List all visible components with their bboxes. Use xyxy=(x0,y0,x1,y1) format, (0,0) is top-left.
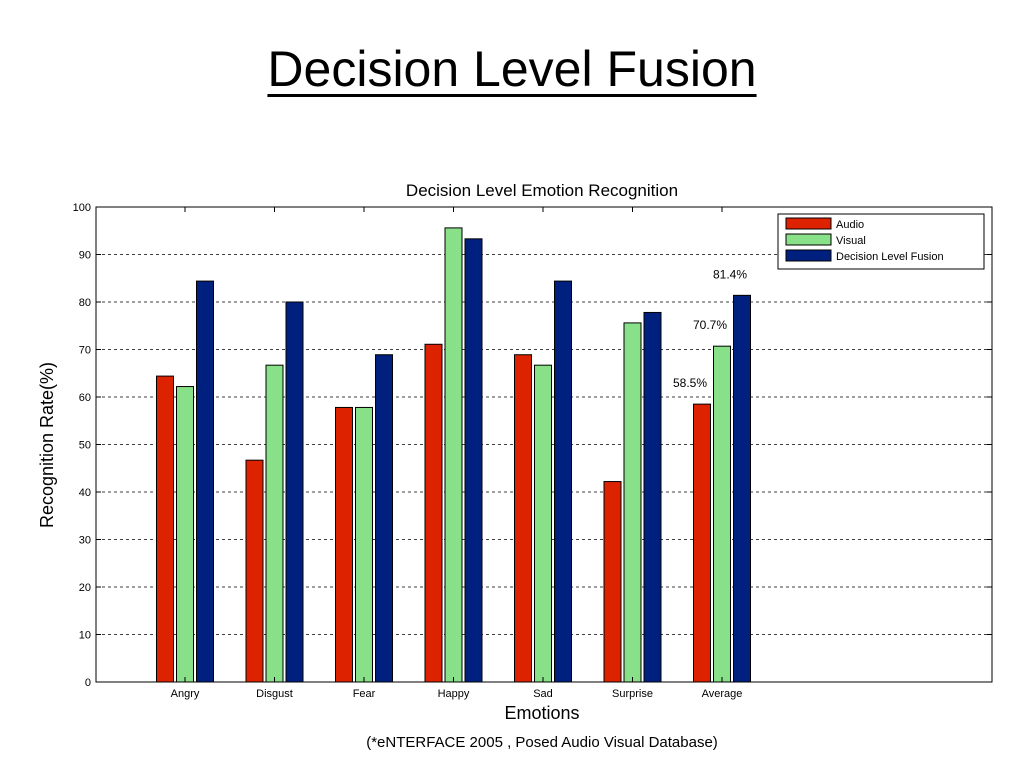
legend-swatch xyxy=(785,217,832,230)
bar-decision-level-fusion-disgust xyxy=(285,301,304,683)
bar-decision-level-fusion-happy xyxy=(464,238,483,683)
y-tick-label: 100 xyxy=(73,202,91,214)
bars xyxy=(156,227,751,683)
y-tick-label: 10 xyxy=(79,630,91,642)
y-tick-label: 80 xyxy=(79,297,91,309)
bar-visual-angry xyxy=(176,386,194,683)
legend-label: Decision Level Fusion xyxy=(836,251,944,263)
bar-visual-happy xyxy=(444,227,463,683)
data-label: 58.5% xyxy=(673,376,707,390)
bar-decision-level-fusion-angry xyxy=(196,280,214,683)
bar-decision-level-fusion-surprise xyxy=(643,311,662,683)
legend-label: Audio xyxy=(836,219,864,231)
bar-visual-sad xyxy=(534,364,552,683)
source-caption: (*eNTERFACE 2005 , Posed Audio Visual Da… xyxy=(366,734,718,751)
x-tick-label: Sad xyxy=(533,688,553,700)
y-tick-label: 70 xyxy=(79,345,91,357)
bar-audio-average xyxy=(693,403,711,683)
axis-ticks: 0 10 20 30 40 50 60 70 80 90 100 Angry Disgust Fear Ha… xyxy=(73,202,992,700)
y-tick-label: 60 xyxy=(79,392,91,404)
y-tick-label: 40 xyxy=(79,487,91,499)
bar-visual-disgust xyxy=(265,364,284,683)
bar-visual-fear xyxy=(355,406,373,683)
legend-swatch xyxy=(785,233,832,246)
y-tick-label: 50 xyxy=(79,440,91,452)
y-tick-label: 0 xyxy=(85,677,91,689)
annotations: 58.5% 70.7% 81.4% xyxy=(673,267,747,390)
x-tick-label: Fear xyxy=(353,688,376,700)
bar-decision-level-fusion-average xyxy=(733,294,751,683)
chart-title: Decision Level Emotion Recognition xyxy=(406,181,678,200)
x-tick-label: Disgust xyxy=(256,688,293,700)
bar-audio-surprise xyxy=(603,481,622,683)
bar-visual-average xyxy=(713,345,731,683)
x-tick-label: Happy xyxy=(438,688,470,700)
legend-label: Visual xyxy=(836,235,866,247)
x-axis-label: Emotions xyxy=(504,703,579,723)
legend: Audio Visual Decision Level Fusion xyxy=(777,213,985,270)
bar-decision-level-fusion-sad xyxy=(554,280,572,683)
legend-swatch xyxy=(785,249,832,262)
x-tick-label: Surprise xyxy=(612,688,653,700)
y-tick-label: 90 xyxy=(79,250,91,262)
bar-audio-sad xyxy=(514,354,532,683)
x-tick-label: Angry xyxy=(171,688,200,700)
y-axis-label: Recognition Rate(%) xyxy=(37,362,57,528)
bar-audio-angry xyxy=(156,375,174,683)
data-label: 81.4% xyxy=(713,267,747,281)
bar-audio-fear xyxy=(335,406,353,683)
x-tick-label: Average xyxy=(702,688,743,700)
slide-title: Decision Level Fusion xyxy=(267,41,757,97)
y-tick-label: 20 xyxy=(79,582,91,594)
bar-audio-disgust xyxy=(245,459,264,683)
data-label: 70.7% xyxy=(693,318,727,332)
y-tick-label: 30 xyxy=(79,535,91,547)
bar-decision-level-fusion-fear xyxy=(375,354,393,683)
bar-visual-surprise xyxy=(623,322,642,683)
bar-audio-happy xyxy=(424,343,443,683)
